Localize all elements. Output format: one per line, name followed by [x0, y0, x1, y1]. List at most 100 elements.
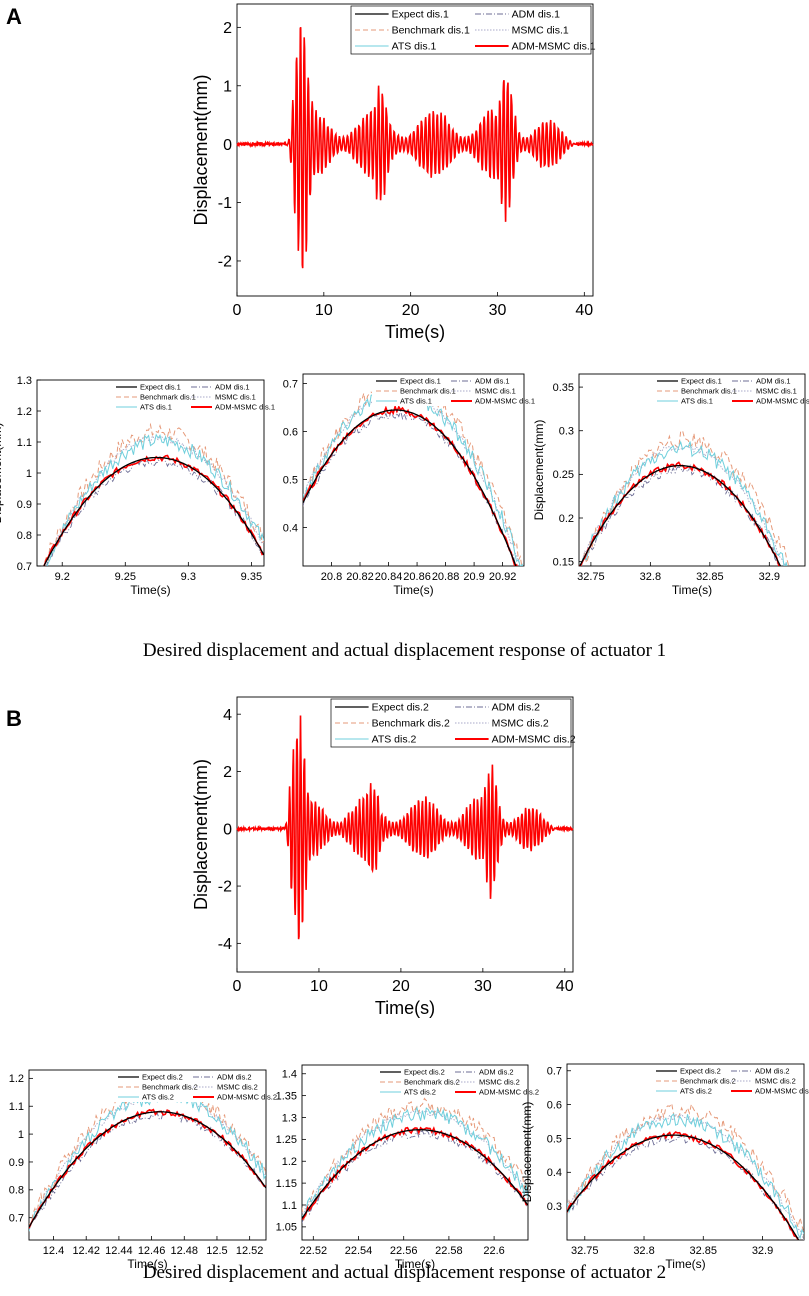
panel-b-zoom-3-series-adm	[567, 1134, 800, 1240]
panel-b-zoom-3-legend-label-3: MSMC dis.2	[755, 1077, 796, 1086]
panel-a-zoom-3-series-adm	[579, 464, 779, 566]
panel-b-zoom-3-xtick-label-2: 32.85	[690, 1245, 718, 1257]
panel-a-main-ytick-label-0: -2	[218, 254, 232, 271]
panel-a-main-legend-label-2: Benchmark dis.1	[392, 25, 470, 37]
panel-b-zoom-1-xtick-label-4: 12.48	[171, 1245, 199, 1257]
panel-a-main-ytick-label-3: 1	[223, 78, 232, 95]
panel-a-zoom-2-legend-label-2: Benchmark dis.1	[400, 387, 456, 396]
panel-a-zoom-2-xtick-label-4: 20.88	[432, 571, 460, 583]
panel-a-zoom-2-legend-label-4: ATS dis.1	[400, 397, 432, 406]
panel-a-zoom-3-legend-label-5: ADM-MSMC dis.1	[756, 397, 809, 406]
panel-a-zoom-2-plot-area	[303, 376, 523, 566]
panel-a-zoom-2-legend-label-0: Expect dis.1	[400, 377, 441, 386]
panel-b-main-xtick-label-4: 40	[556, 978, 574, 995]
panel-b-zoom-3-legend-label-5: ADM-MSMC dis.2	[755, 1087, 809, 1096]
caption-actuator-2: Desired displacement and actual displace…	[142, 1262, 667, 1283]
panel-a-zoom-1-series-msmc	[43, 434, 264, 566]
panel-b-zoom-3-legend-label-1: ADM dis.2	[755, 1067, 790, 1076]
panel-b-zoom-1-axes-frame	[28, 1069, 267, 1241]
panel-b-zoom-3-legend-label-4: ATS dis.2	[680, 1087, 712, 1096]
panel-a-zoom-2-xtick-label-2: 20.84	[375, 571, 403, 583]
panel-b-zoom-2-axes-frame	[301, 1064, 529, 1241]
panel-b-zoom-3-ylabel: Displacement(mm)	[520, 1102, 534, 1203]
panel-a-zoom-1-series-admmsmc	[43, 454, 264, 566]
panel-a-zoom-3-series-msmc	[579, 445, 787, 566]
panel-a-main-xtick-label-2: 20	[402, 302, 420, 319]
panel-a-zoom-3-ylabel: Displacement(mm)	[532, 420, 546, 521]
panel-b-zoom-2-series-msmc	[302, 1108, 528, 1216]
panel-a-main-legend-label-1: ADM dis.1	[512, 9, 561, 21]
panel-b-zoom-1-legend-label-4: ATS dis.2	[142, 1093, 174, 1102]
panel-b-zoom-2-legend-label-3: MSMC dis.2	[479, 1078, 520, 1087]
panel-a-main-legend-label-0: Expect dis.1	[392, 9, 449, 21]
panel-b-zoom-2-series-admmsmc	[302, 1126, 528, 1221]
panel-b-zoom-2-xtick-label-1: 22.54	[345, 1245, 373, 1257]
panel-a-zoom-2-series-adm	[303, 408, 517, 566]
panel-b-zoom-3-legend-label-2: Benchmark dis.2	[680, 1077, 736, 1086]
panel-b-zoom-1-series-expect	[29, 1111, 266, 1228]
panel-a-main-legend-label-3: MSMC dis.1	[512, 25, 569, 37]
panel-b-letter: B	[6, 706, 22, 731]
panel-b-zoom-3-xtick-label-1: 32.8	[633, 1245, 654, 1257]
panel-b-zoom-2-xtick-label-4: 22.6	[483, 1245, 504, 1257]
panel-b-zoom-2-legend-label-1: ADM dis.2	[479, 1068, 514, 1077]
panel-b-zoom-1-series-admmsmc	[29, 1108, 266, 1229]
panel-b-zoom-2-ytick-label-6: 1.35	[276, 1090, 297, 1102]
panel-b-zoom-2-xtick-label-0: 22.52	[300, 1245, 328, 1257]
panel-b-zoom-3-ytick-label-3: 0.6	[547, 1099, 562, 1111]
panel-a-zoom-3-ytick-label-4: 0.35	[553, 382, 574, 394]
panel-a-zoom-1-xtick-label-1: 9.25	[115, 571, 136, 583]
panel-b-main-ytick-label-3: 2	[223, 764, 232, 781]
panel-b-main-legend-box	[330, 698, 572, 748]
panel-a-zoom-3-ytick-label-2: 0.25	[553, 469, 574, 481]
panel-b-zoom-3-ytick-label-1: 0.4	[547, 1167, 562, 1179]
panel-a-zoom-1-ytick-label-0: 0.7	[17, 561, 32, 573]
panel-a-zoom-1-series-expect	[43, 456, 264, 566]
panel-a-main-legend-label-5: ADM-MSMC dis.1	[512, 41, 596, 53]
panel-b-zoom-3-series-expect	[567, 1134, 800, 1240]
panel-b-zoom-2-legend-label-2: Benchmark dis.2	[404, 1078, 460, 1087]
panel-b-zoom-2-legend-label-5: ADM-MSMC dis.2	[479, 1088, 539, 1097]
panel-a-zoom-1-xtick-label-2: 9.3	[181, 571, 196, 583]
panel-a-zoom-2-ytick-label-1: 0.5	[283, 474, 298, 486]
panel-a-zoom-3-xtick-label-2: 32.85	[696, 571, 724, 583]
panel-b-zoom-3-legend-label-0: Expect dis.2	[680, 1067, 721, 1076]
panel-b-main-ylabel: Displacement(mm)	[191, 759, 211, 910]
panel-b-zoom-1-legend-label-1: ADM dis.2	[217, 1073, 252, 1082]
panel-a-zoom-1-legend-label-0: Expect dis.1	[140, 383, 181, 392]
panel-b-zoom-3-xtick-label-3: 32.9	[752, 1245, 773, 1257]
panel-b-zoom-3-series-ats	[567, 1112, 804, 1240]
panel-b-zoom-3-series-admmsmc	[567, 1131, 800, 1240]
panel-b-zoom-2-ytick-label-2: 1.15	[276, 1178, 297, 1190]
panel-b-zoom-1-legend-label-2: Benchmark dis.2	[142, 1083, 198, 1092]
panel-b-zoom-2-xtick-label-2: 22.56	[390, 1245, 418, 1257]
caption-actuator-1: Desired displacement and actual displace…	[142, 640, 667, 661]
panel-a-main-ylabel: Displacement(mm)	[191, 74, 211, 225]
panel-b-main-legend-label-3: MSMC dis.2	[492, 718, 549, 730]
panel-a-zoom-1-xlabel: Time(s)	[130, 583, 170, 597]
panel-a-zoom-1-plot-area	[43, 422, 264, 566]
panel-a-zoom-3-legend-label-1: ADM dis.1	[756, 377, 791, 386]
panel-a-main-legend-label-4: ATS dis.1	[392, 41, 437, 53]
panel-b-zoom-2-ytick-label-3: 1.2	[282, 1156, 297, 1168]
panel-b-main-chart: 0 10 20 30 40 -4 -2 0 2 4 Time(s) Displacement(mm) E…	[191, 696, 576, 1018]
panel-a-zoom-2-axes-frame	[302, 373, 525, 567]
panel-a-zoom-2-xtick-label-3: 20.86	[403, 571, 431, 583]
panel-a-zoom-1-chart: 9.2 9.25 9.3 9.35 0.7 0.8 0.9 1 1.1 1.2 1.3 Time(s)…	[0, 375, 275, 597]
panel-b-zoom-2-ytick-label-4: 1.25	[276, 1134, 297, 1146]
panel-b-zoom-3-series-msmc	[567, 1113, 804, 1240]
panel-b-zoom-3-ytick-label-2: 0.5	[547, 1133, 562, 1145]
panel-b-main-ytick-label-0: -4	[218, 936, 232, 953]
panel-b-zoom-1-ytick-label-4: 1.1	[9, 1101, 24, 1113]
panel-b-main-xtick-label-3: 30	[474, 978, 492, 995]
panel-b-main-ytick-label-4: 4	[223, 707, 232, 724]
panel-a-zoom-3-plot-area	[579, 430, 790, 566]
panel-a-zoom-2-legend-label-3: MSMC dis.1	[475, 387, 516, 396]
panel-a-zoom-2-legend-label-1: ADM dis.1	[475, 377, 510, 386]
panel-b-zoom-1-ytick-label-1: 0.8	[9, 1185, 24, 1197]
panel-a-zoom-1-legend-label-4: ATS dis.1	[140, 403, 172, 412]
panel-b-zoom-3-plot-area	[567, 1102, 804, 1240]
panel-a-zoom-2-ytick-label-3: 0.7	[283, 378, 298, 390]
panel-a-zoom-3-series-bench	[581, 430, 790, 566]
